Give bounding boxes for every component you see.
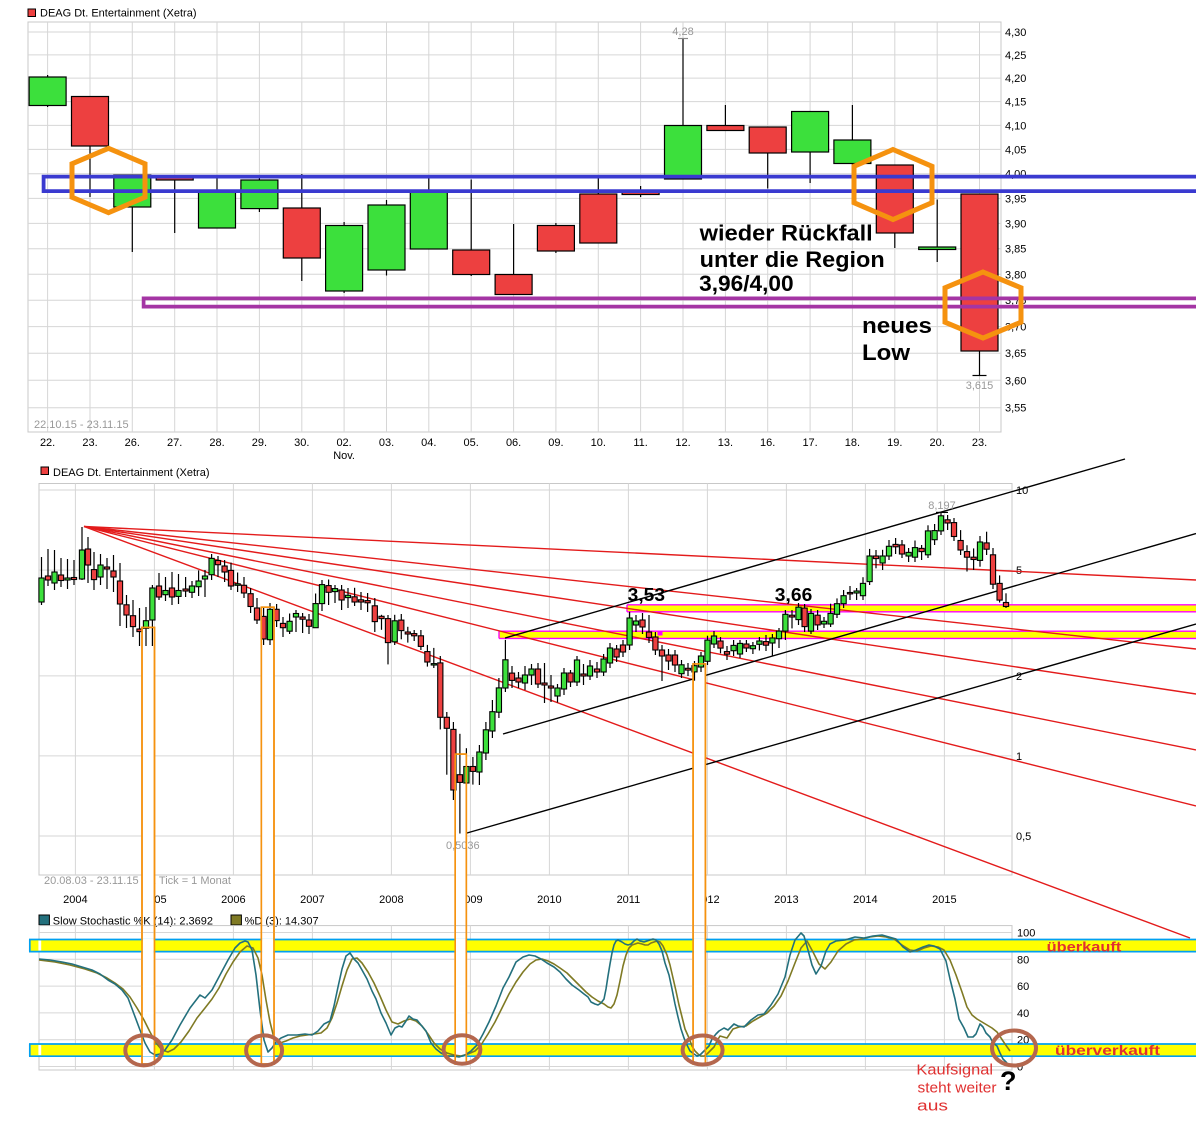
svg-text:22.: 22. <box>40 437 55 449</box>
svg-text:2008: 2008 <box>379 894 403 906</box>
svg-text:02.: 02. <box>336 437 351 449</box>
svg-text:3,55: 3,55 <box>1005 403 1026 415</box>
svg-text:0: 0 <box>1017 1062 1023 1074</box>
svg-text:Nov.: Nov. <box>333 450 355 462</box>
svg-text:steht weiter: steht weiter <box>918 1080 997 1097</box>
svg-text:2007: 2007 <box>300 894 324 906</box>
svg-text:8,197: 8,197 <box>928 500 956 512</box>
svg-text:17.: 17. <box>802 437 817 449</box>
svg-text:überkauft: überkauft <box>1047 939 1122 955</box>
svg-text:DEAG Dt. Entertainment (Xetra): DEAG Dt. Entertainment (Xetra) <box>40 8 197 20</box>
svg-text:3,80: 3,80 <box>1005 269 1026 281</box>
svg-text:23.: 23. <box>972 437 987 449</box>
svg-text:4,15: 4,15 <box>1005 97 1026 109</box>
svg-text:3,65: 3,65 <box>1005 348 1026 360</box>
svg-text:?: ? <box>1000 1066 1017 1096</box>
svg-text:%D (3): 14,307: %D (3): 14,307 <box>245 916 319 928</box>
svg-text:3,60: 3,60 <box>1005 375 1026 387</box>
svg-text:4,25: 4,25 <box>1005 50 1026 62</box>
svg-text:neues: neues <box>862 313 932 338</box>
svg-text:30.: 30. <box>294 437 309 449</box>
svg-text:3,66: 3,66 <box>775 585 813 605</box>
svg-text:40: 40 <box>1017 1008 1029 1020</box>
svg-text:16.: 16. <box>760 437 775 449</box>
svg-text:4,20: 4,20 <box>1005 73 1026 85</box>
svg-text:26.: 26. <box>125 437 140 449</box>
svg-text:0,5: 0,5 <box>1016 831 1031 843</box>
svg-text:3,615: 3,615 <box>966 380 994 392</box>
svg-text:12.: 12. <box>675 437 690 449</box>
svg-text:4,05: 4,05 <box>1005 144 1026 156</box>
svg-text:| 1 Tick = 1 Monat: | 1 Tick = 1 Monat <box>144 875 231 887</box>
svg-text:09.: 09. <box>548 437 563 449</box>
svg-text:3,53: 3,53 <box>628 585 665 605</box>
svg-text:1: 1 <box>1016 751 1022 763</box>
svg-text:2006: 2006 <box>221 894 245 906</box>
svg-text:29.: 29. <box>252 437 267 449</box>
svg-text:23.: 23. <box>82 437 97 449</box>
svg-text:18.: 18. <box>845 437 860 449</box>
svg-text:2015: 2015 <box>932 894 956 906</box>
svg-text:27.: 27. <box>167 437 182 449</box>
svg-text:80: 80 <box>1017 954 1029 966</box>
svg-text:3,85: 3,85 <box>1005 244 1026 256</box>
svg-text:aus: aus <box>917 1098 948 1115</box>
svg-text:Slow Stochastic %K (14): 2,369: Slow Stochastic %K (14): 2,3692 <box>53 916 213 928</box>
svg-text:4,30: 4,30 <box>1005 27 1026 39</box>
svg-text:2014: 2014 <box>853 894 877 906</box>
svg-text:0,5036: 0,5036 <box>446 840 480 852</box>
svg-text:04.: 04. <box>421 437 436 449</box>
svg-text:wieder Rückfall: wieder Rückfall <box>699 221 873 246</box>
svg-text:10.: 10. <box>591 437 606 449</box>
svg-text:20.08.03 - 23.11.15: 20.08.03 - 23.11.15 <box>44 875 139 887</box>
svg-text:28.: 28. <box>209 437 224 449</box>
svg-text:2: 2 <box>1016 671 1022 683</box>
svg-text:11.: 11. <box>633 437 647 449</box>
svg-text:3,90: 3,90 <box>1005 218 1026 230</box>
svg-text:Kaufsignal: Kaufsignal <box>916 1062 993 1079</box>
svg-text:3,95: 3,95 <box>1005 193 1026 205</box>
svg-text:2004: 2004 <box>63 894 87 906</box>
svg-text:06.: 06. <box>506 437 521 449</box>
svg-text:03.: 03. <box>379 437 394 449</box>
svg-text:60: 60 <box>1017 981 1029 993</box>
svg-text:19.: 19. <box>887 437 902 449</box>
svg-text:4,00: 4,00 <box>1005 169 1026 181</box>
svg-text:2010: 2010 <box>537 894 561 906</box>
svg-text:20.: 20. <box>930 437 945 449</box>
svg-text:22.10.15 - 23.11.15: 22.10.15 - 23.11.15 <box>34 419 129 431</box>
svg-text:3,96/4,00: 3,96/4,00 <box>699 271 794 296</box>
svg-text:2013: 2013 <box>774 894 798 906</box>
svg-text:4,10: 4,10 <box>1005 120 1026 132</box>
svg-text:4,28: 4,28 <box>672 26 693 38</box>
svg-text:Low: Low <box>862 340 911 365</box>
svg-text:05.: 05. <box>464 437 479 449</box>
svg-text:2011: 2011 <box>617 894 641 906</box>
svg-text:DEAG Dt. Entertainment (Xetra): DEAG Dt. Entertainment (Xetra) <box>53 467 210 479</box>
svg-text:100: 100 <box>1017 928 1035 940</box>
svg-text:13.: 13. <box>718 437 733 449</box>
svg-text:überverkauft: überverkauft <box>1055 1042 1160 1058</box>
svg-text:unter die Region: unter die Region <box>700 247 885 272</box>
